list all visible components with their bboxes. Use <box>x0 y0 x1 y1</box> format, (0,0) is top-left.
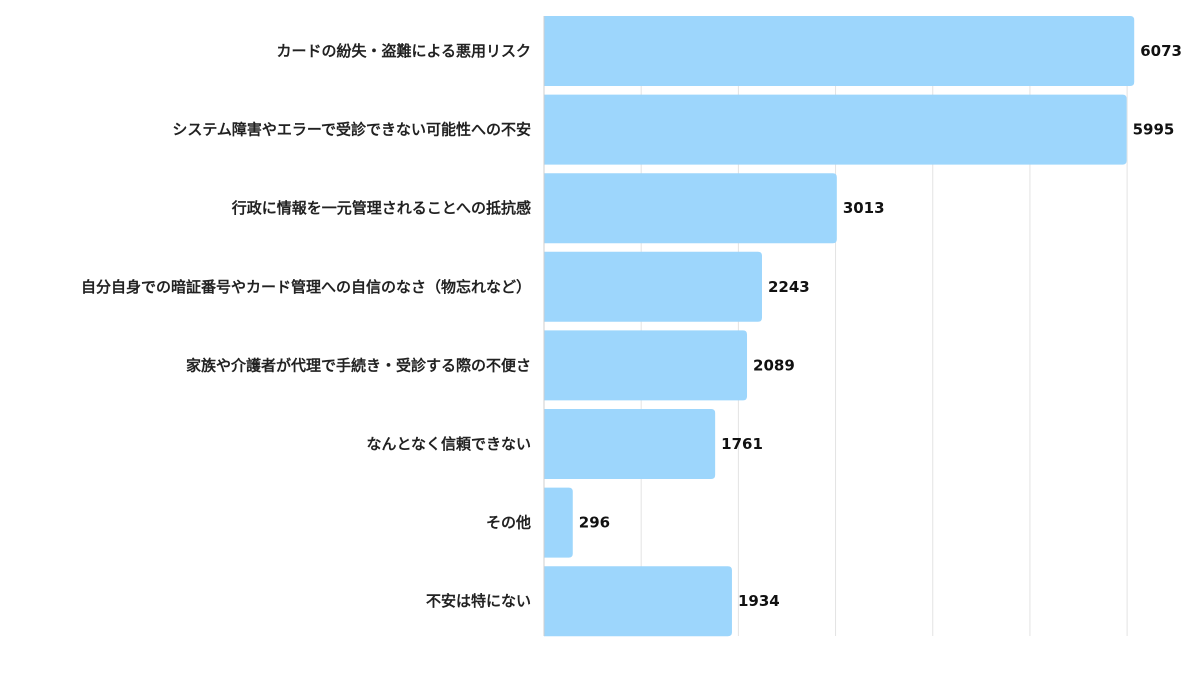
bars <box>544 16 1135 637</box>
value-label: 6073 <box>1140 42 1182 60</box>
bar <box>544 173 837 244</box>
category-label: 行政に情報を一元管理されることへの抵抗感 <box>231 199 531 217</box>
category-label: 家族や介護者が代理で手続き・受診する際の不便さ <box>186 356 531 374</box>
bar <box>544 94 1127 165</box>
bar <box>544 16 1135 86</box>
value-label: 2243 <box>768 278 810 296</box>
bar <box>544 566 732 637</box>
value-label: 3013 <box>843 199 885 217</box>
category-label: その他 <box>486 514 531 532</box>
category-label: 不安は特にない <box>426 592 531 610</box>
value-labels: 6073 5995 3013 2243 2089 1761 296 1934 <box>579 42 1182 610</box>
value-label: 1761 <box>721 435 763 453</box>
category-label: システム障害やエラーで受診できない可能性への不安 <box>172 121 531 139</box>
bar <box>544 409 716 479</box>
bar <box>544 251 762 322</box>
value-label: 1934 <box>738 592 780 610</box>
category-label: 自分自身での暗証番号やカード管理への自信のなさ（物忘れなど） <box>81 278 531 296</box>
value-label: 5995 <box>1133 121 1175 139</box>
category-labels: カードの紛失・盗難による悪用リスクシステム障害やエラーで受診できない可能性への不… <box>81 42 531 610</box>
bar <box>544 330 748 401</box>
category-label: なんとなく信頼できない <box>366 435 531 453</box>
value-label: 296 <box>579 514 610 532</box>
value-label: 2089 <box>753 356 795 374</box>
bar <box>544 487 573 558</box>
category-label: カードの紛失・盗難による悪用リスク <box>276 42 531 60</box>
